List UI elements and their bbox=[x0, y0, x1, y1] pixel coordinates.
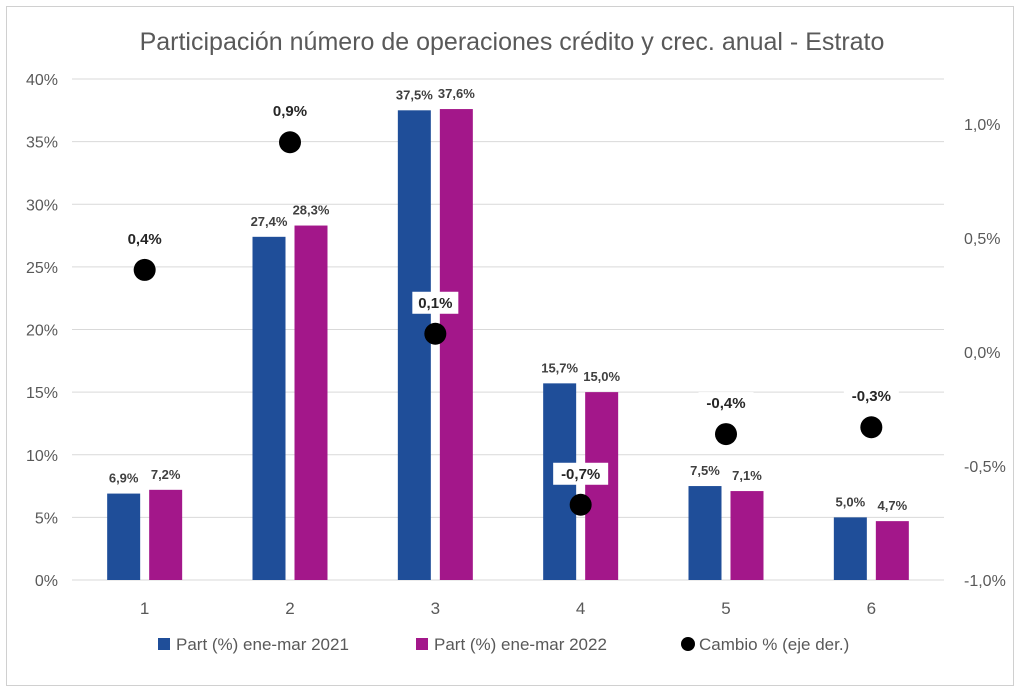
bar-data-label: 15,0% bbox=[583, 369, 620, 384]
category-labels: 1 2 3 4 5 6 bbox=[140, 599, 876, 618]
left-tick-label: 30% bbox=[26, 197, 58, 214]
marker-data-label: -0,7% bbox=[561, 466, 600, 483]
bar-data-label: 15,7% bbox=[541, 360, 578, 375]
left-tick-label: 10% bbox=[26, 448, 58, 465]
marker-data-label: -0,4% bbox=[706, 395, 745, 412]
left-tick-label: 35% bbox=[26, 135, 58, 152]
bar bbox=[875, 521, 909, 580]
marker-data-label: 0,1% bbox=[418, 295, 452, 312]
bar bbox=[833, 517, 867, 580]
marker-data-label: -0,3% bbox=[852, 388, 891, 405]
right-tick-label: 1,0% bbox=[964, 117, 1000, 134]
marker-label-bg bbox=[121, 227, 168, 250]
bar-data-label: 4,7% bbox=[878, 498, 908, 513]
bar bbox=[730, 491, 764, 580]
bar bbox=[585, 392, 619, 580]
bar-data-label: 7,5% bbox=[690, 463, 720, 478]
legend-swatch bbox=[158, 638, 170, 650]
legend: Part (%) ene-mar 2021 Part (%) ene-mar 20… bbox=[158, 635, 849, 654]
bar-data-label: 28,3% bbox=[293, 203, 330, 218]
left-tick-label: 20% bbox=[26, 323, 58, 340]
legend-label: Part (%) ene-mar 2021 bbox=[176, 635, 349, 654]
left-tick-label: 25% bbox=[26, 260, 58, 277]
bar bbox=[439, 109, 473, 580]
marker-label-bg bbox=[267, 100, 313, 123]
category-label: 2 bbox=[285, 599, 294, 618]
bar-data-label: 37,6% bbox=[438, 86, 475, 101]
legend-marker bbox=[681, 637, 695, 651]
bar-data-label: 7,2% bbox=[151, 467, 181, 482]
bar bbox=[688, 486, 722, 580]
change-marker bbox=[133, 258, 156, 281]
category-label: 6 bbox=[867, 599, 876, 618]
change-marker bbox=[424, 322, 447, 345]
category-label: 4 bbox=[576, 599, 585, 618]
marker-label-bg bbox=[698, 392, 754, 415]
bar-data-label: 5,0% bbox=[836, 494, 866, 509]
bar bbox=[294, 225, 328, 581]
left-tick-label: 0% bbox=[35, 573, 58, 590]
bar-data-label: 6,9% bbox=[109, 471, 139, 486]
category-label: 5 bbox=[721, 599, 730, 618]
bar bbox=[252, 236, 286, 580]
left-tick-label: 40% bbox=[26, 72, 58, 89]
right-axis-ticks: -1,0% -0,5% 0,0% 0,5% 1,0% bbox=[964, 117, 1006, 590]
change-marker bbox=[715, 423, 737, 446]
category-label: 3 bbox=[431, 599, 440, 618]
change-marker bbox=[279, 131, 301, 154]
category-label: 1 bbox=[140, 599, 149, 618]
change-marker bbox=[569, 493, 592, 516]
left-tick-label: 5% bbox=[35, 510, 58, 527]
marker-label-bg bbox=[843, 385, 899, 408]
chart-title: Participación número de operaciones créd… bbox=[140, 28, 885, 56]
right-tick-label: 0,5% bbox=[964, 231, 1000, 248]
bar-data-label: 7,1% bbox=[732, 468, 762, 483]
marker-data-label: 0,9% bbox=[273, 103, 307, 120]
bar-data-label: 27,4% bbox=[251, 214, 288, 229]
right-tick-label: -0,5% bbox=[964, 459, 1006, 476]
legend-label: Part (%) ene-mar 2022 bbox=[434, 635, 607, 654]
legend-label: Cambio % (eje der.) bbox=[699, 635, 849, 654]
change-markers: 0,4% 0,9% 0,1% -0,7% -0,4% -0,3% bbox=[121, 100, 899, 516]
bar-data-label: 37,5% bbox=[396, 87, 433, 102]
bar bbox=[107, 493, 141, 580]
bar bbox=[397, 110, 431, 580]
bar bbox=[149, 489, 183, 580]
marker-label-bg bbox=[553, 462, 609, 485]
gridlines bbox=[72, 78, 944, 581]
bars: 6,9% 7,2% 27,4% 28,3% 37,5% 37,6% 15,7% 15,0% 7,… bbox=[107, 86, 909, 581]
right-tick-label: -1,0% bbox=[964, 573, 1006, 590]
legend-swatch bbox=[416, 638, 428, 650]
change-marker bbox=[860, 416, 883, 439]
marker-data-label: 0,4% bbox=[128, 231, 162, 248]
left-axis-ticks: 0% 5% 10% 15% 20% 25% 30% 35% 40% bbox=[26, 72, 58, 590]
right-tick-label: 0,0% bbox=[964, 345, 1000, 362]
marker-label-bg bbox=[412, 291, 459, 314]
left-tick-label: 15% bbox=[26, 385, 58, 402]
